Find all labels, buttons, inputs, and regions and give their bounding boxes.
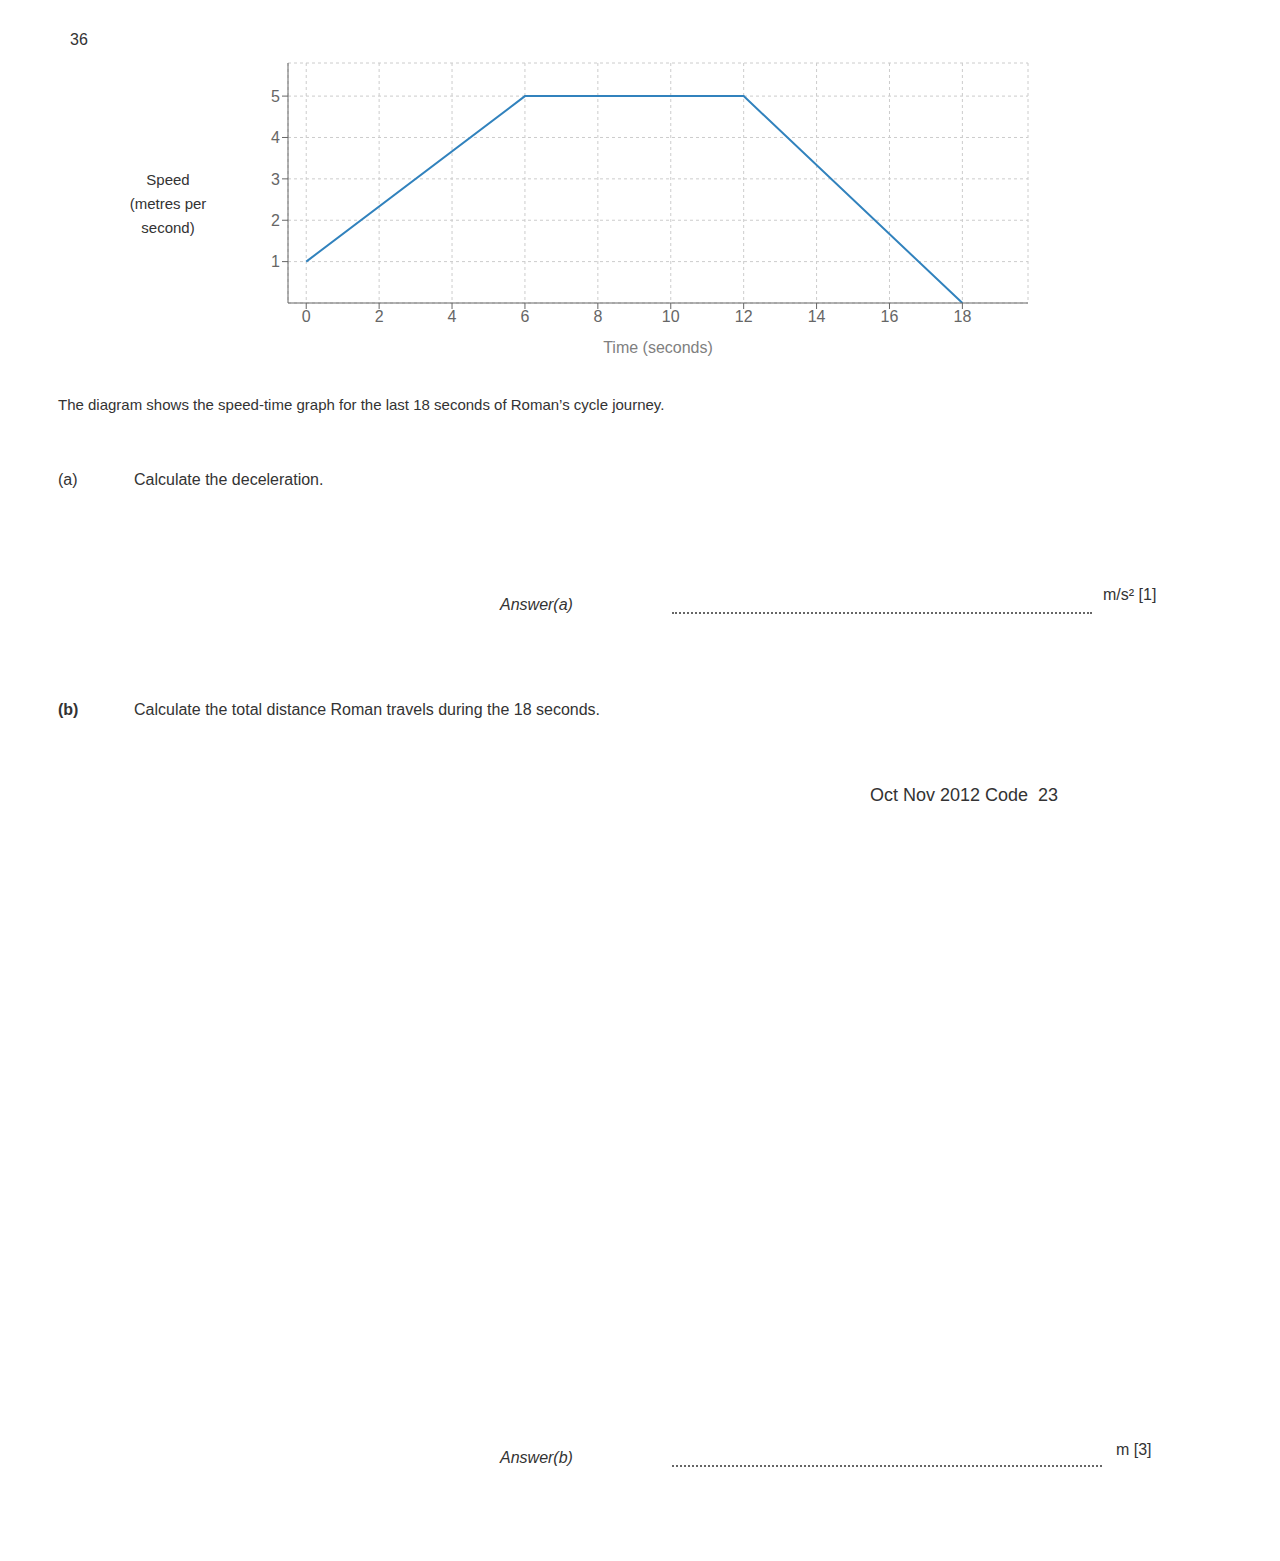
- svg-text:1: 1: [271, 253, 280, 270]
- svg-text:Time (seconds): Time (seconds): [603, 339, 713, 356]
- svg-text:2: 2: [271, 212, 280, 229]
- html-text:Calculate the total distance R: Calculate the total distance Roman trave…: [134, 701, 600, 718]
- svg-text:18: 18: [953, 308, 971, 325]
- html-text:(b): (b): [58, 701, 79, 718]
- html-text:Oct Nov 2012 Code 23: Oct Nov 2012 Code 23: [870, 785, 1059, 805]
- svg-text:5: 5: [271, 88, 280, 105]
- svg-text:6: 6: [520, 308, 529, 325]
- html-text:Answer(b): Answer(b): [500, 1449, 573, 1466]
- svg-text:4: 4: [448, 308, 457, 325]
- html-text:36: 36: [70, 31, 88, 48]
- svg-text:10: 10: [662, 308, 680, 325]
- html-text:The diagram shows the speed-ti: The diagram shows the speed-time graph f…: [58, 396, 665, 413]
- html-text:m/s² [1]: m/s² [1]: [1103, 586, 1157, 603]
- svg-text:2: 2: [375, 308, 384, 325]
- svg-text:0: 0: [302, 308, 311, 325]
- svg-text:16: 16: [881, 308, 899, 325]
- svg-text:8: 8: [593, 308, 602, 325]
- html-text:(metres per: (metres per: [129, 195, 207, 212]
- svg-text:4: 4: [271, 129, 280, 146]
- svg-text:3: 3: [271, 171, 280, 188]
- svg-text:14: 14: [808, 308, 826, 325]
- svg-text:12: 12: [735, 308, 753, 325]
- html-text:(a): (a): [58, 471, 78, 488]
- html-text:Calculate the deceleration.: Calculate the deceleration.: [134, 471, 324, 488]
- html-text:Speed: Speed: [146, 171, 190, 188]
- html-text:second): second): [141, 219, 195, 236]
- html-text:m [3]: m [3]: [1116, 1441, 1152, 1458]
- html-text:Answer(a): Answer(a): [500, 596, 573, 613]
